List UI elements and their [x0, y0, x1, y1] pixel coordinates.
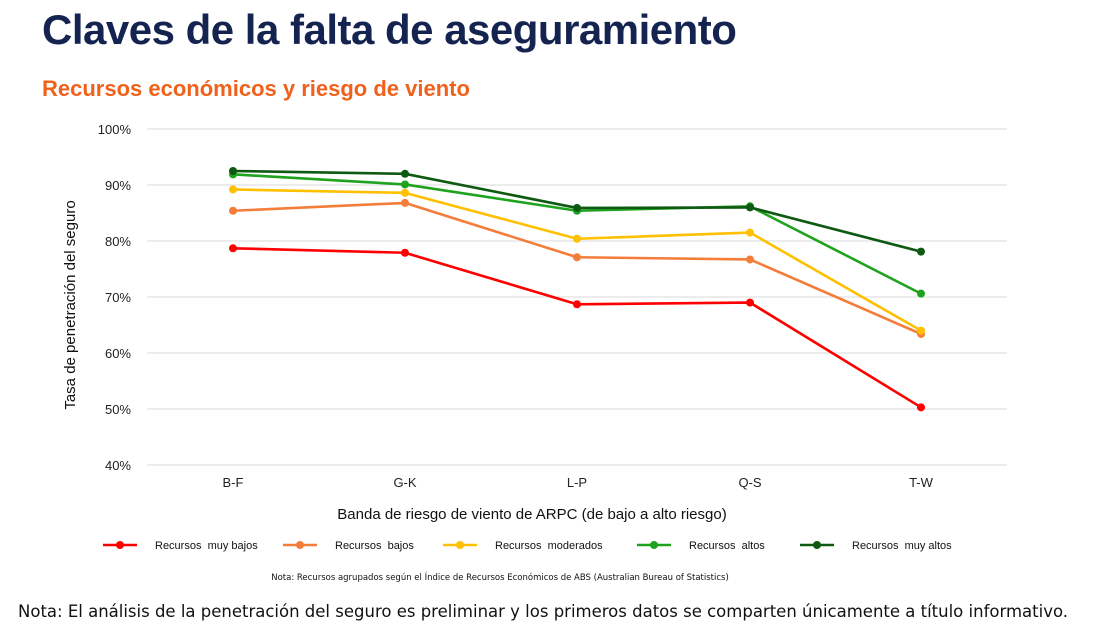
series-5: [229, 167, 925, 256]
slide-subtitle: Recursos económicos y riesgo de viento: [42, 76, 470, 101]
data-point: [917, 247, 925, 256]
data-point: [401, 169, 409, 178]
data-point: [401, 248, 409, 257]
grid-lines: [147, 128, 1007, 466]
data-point: [746, 255, 754, 264]
series-2: [229, 198, 925, 338]
legend-label: Recursos muy bajos: [155, 540, 258, 552]
y-tick-label: 90%: [105, 178, 131, 193]
y-tick-label: 70%: [105, 290, 131, 305]
x-axis-ticks: B-F G-K L-P Q-S T-W: [223, 475, 934, 490]
legend-swatch-marker: [116, 541, 124, 549]
series-lines: [229, 167, 925, 412]
legend-item: Recursos muy bajos: [103, 540, 258, 552]
legend: Recursos muy bajos Recursos bajos Recursos…: [103, 540, 952, 552]
legend-item: Recursos altos: [637, 540, 765, 552]
data-point: [917, 289, 925, 298]
legend-swatch-marker: [456, 541, 464, 549]
y-tick-label: 60%: [105, 346, 131, 361]
data-point: [746, 228, 754, 237]
data-point: [401, 188, 409, 197]
y-tick-label: 50%: [105, 402, 131, 417]
legend-label: Recursos altos: [689, 540, 765, 552]
data-point: [229, 167, 237, 175]
y-tick-label: 40%: [105, 458, 131, 473]
legend-item: Recursos muy altos: [800, 540, 952, 552]
series-4: [229, 170, 925, 298]
x-tick-label: Q-S: [738, 475, 761, 490]
x-tick-label: G-K: [393, 475, 416, 490]
y-axis-ticks: 40% 50% 60% 70% 80% 90% 100%: [98, 122, 132, 473]
legend-item: Recursos bajos: [283, 540, 414, 552]
legend-label: Recursos muy altos: [852, 540, 952, 552]
x-axis-label: Banda de riesgo de viento de ARPC (de ba…: [337, 506, 726, 523]
data-point: [573, 234, 581, 243]
data-point: [746, 203, 754, 212]
legend-swatch-marker: [650, 541, 658, 549]
legend-label: Recursos moderados: [495, 540, 603, 552]
x-tick-label: L-P: [567, 475, 587, 490]
series-1: [229, 244, 925, 412]
legend-label: Recursos bajos: [335, 540, 414, 552]
x-tick-label: B-F: [223, 475, 244, 490]
y-axis-label: Tasa de penetración del seguro: [62, 200, 79, 409]
y-tick-label: 100%: [98, 122, 132, 137]
footer-note: Nota: El análisis de la penetración del …: [18, 602, 1069, 621]
data-point: [229, 185, 237, 194]
data-point: [746, 298, 754, 307]
legend-item: Recursos moderados: [443, 540, 603, 552]
data-point: [229, 244, 237, 253]
data-point: [573, 253, 581, 262]
data-point: [917, 326, 925, 335]
y-tick-label: 80%: [105, 234, 131, 249]
data-point: [401, 180, 409, 189]
series-line: [232, 201, 922, 336]
slide-title: Claves de la falta de aseguramiento: [42, 6, 737, 53]
data-point: [229, 206, 237, 215]
legend-swatch-marker: [296, 541, 304, 549]
data-point: [401, 198, 409, 207]
data-point: [917, 403, 925, 412]
series-3: [229, 185, 925, 335]
x-tick-label: T-W: [909, 475, 934, 490]
data-point: [573, 300, 581, 309]
data-point: [573, 203, 581, 212]
line-chart: 40% 50% 60% 70% 80% 90% 100% B-F G-K L-P Q-S T-W T…: [62, 122, 1007, 552]
legend-swatch-marker: [813, 541, 821, 549]
source-note: Nota: Recursos agrupados según el Índice…: [271, 573, 729, 583]
